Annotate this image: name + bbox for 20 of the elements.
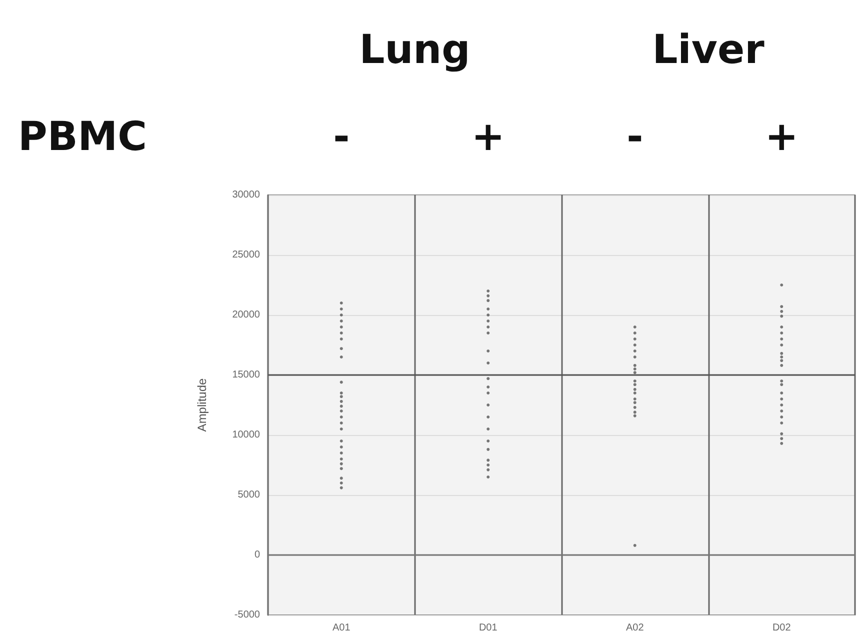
x-tick-label: D01: [478, 622, 498, 634]
text: -: [333, 114, 350, 160]
y-axis-title: Amplitude: [195, 378, 209, 432]
y-tick-label: 10000: [232, 430, 260, 440]
y-tick-label: 20000: [232, 310, 260, 320]
text: Lung: [359, 27, 470, 73]
x-tick-label: D02: [772, 622, 792, 634]
y-tick-label: -5000: [234, 610, 260, 620]
y-tick-label: 30000: [232, 190, 260, 200]
text: PBMC: [18, 114, 147, 160]
text: +: [471, 114, 505, 160]
text: +: [764, 114, 798, 160]
y-tick-label: 25000: [232, 250, 260, 260]
y-tick-label: 15000: [232, 370, 260, 380]
x-tick-label: A01: [332, 622, 351, 634]
y-tick-label: 5000: [238, 490, 260, 500]
text: Liver: [652, 27, 765, 73]
y-tick-label: 0: [254, 550, 260, 560]
text: -: [626, 114, 644, 160]
x-tick-label: A02: [626, 622, 644, 634]
